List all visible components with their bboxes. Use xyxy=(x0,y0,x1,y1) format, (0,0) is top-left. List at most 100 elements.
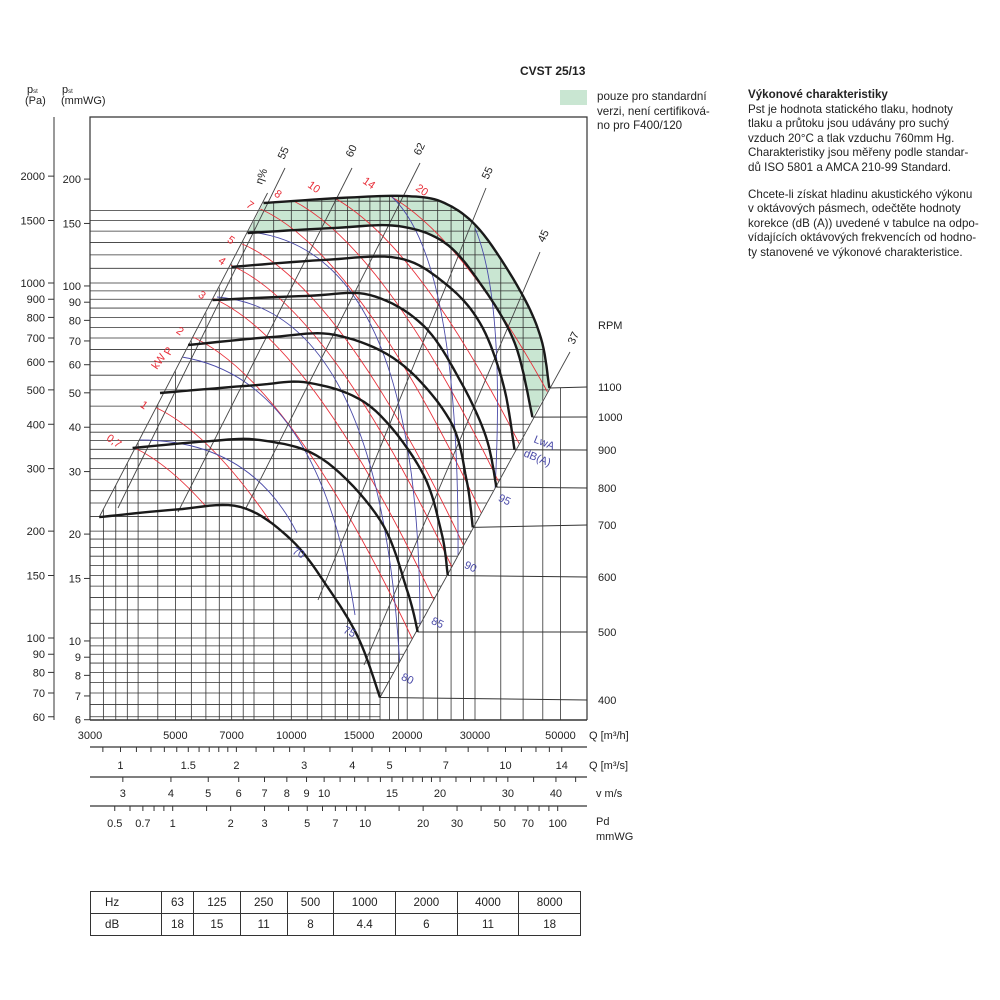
mmwg-tick-label: 90 xyxy=(69,297,81,309)
efficiency-label: η% xyxy=(254,167,271,186)
table-row-hz: Hz 63 125 250 500 1000 2000 4000 8000 xyxy=(90,891,581,914)
mmwg-tick-label: 60 xyxy=(69,360,81,372)
rpm-connector xyxy=(549,386,588,389)
power-line-label: 5 xyxy=(225,234,237,247)
x-tick-label: 10000 xyxy=(276,730,307,742)
pa-tick-label: 900 xyxy=(27,294,45,306)
mmwg-tick-label: 50 xyxy=(69,388,81,400)
secondary-axis-tick-label: 20 xyxy=(417,818,429,830)
secondary-axis-tick-label: 4 xyxy=(349,760,355,772)
table-cell: 4000 xyxy=(456,891,520,914)
description-line: ty stanovené ve výkonové charakteristice… xyxy=(748,245,963,259)
chart-title: CVST 25/13 xyxy=(520,64,586,78)
efficiency-line-label: 55 xyxy=(480,165,496,181)
fan-curve-1000-rpm xyxy=(247,223,534,418)
mmwg-tick-label: 100 xyxy=(63,281,81,293)
table-row-db: dB 18 15 11 8 4.4 6 11 18 xyxy=(90,913,581,936)
x-tick-label: 30000 xyxy=(460,730,491,742)
pa-tick-label: 1500 xyxy=(21,215,45,227)
secondary-axis-tick-label: 7 xyxy=(332,818,338,830)
table-cell: 4.4 xyxy=(333,913,397,936)
velocity-axis-label: v m/s xyxy=(596,788,623,800)
rpm-connector xyxy=(447,574,588,578)
table-cell: 250 xyxy=(239,891,288,914)
pa-tick-label: 80 xyxy=(33,667,45,679)
secondary-axis-tick-label: 6 xyxy=(236,788,242,800)
secondary-axis-tick-label: 1 xyxy=(117,760,123,772)
power-line-label: 8 xyxy=(272,188,284,201)
table-cell: 63 xyxy=(161,891,194,914)
secondary-axis-tick-label: 5 xyxy=(304,818,310,830)
power-line-label: 14 xyxy=(360,175,377,192)
mmwg-tick-label: 80 xyxy=(69,315,81,327)
power-line xyxy=(239,242,491,604)
table-cell: 18 xyxy=(518,913,581,936)
pa-tick-label: 600 xyxy=(27,357,45,369)
legend-line: verzi, není certifiková- xyxy=(597,104,710,118)
rpm-connector xyxy=(472,524,588,528)
secondary-axis-tick-label: 70 xyxy=(522,818,534,830)
sound-line xyxy=(391,196,459,563)
power-line xyxy=(227,263,479,625)
secondary-axis-tick-label: 2 xyxy=(228,818,234,830)
power-line-label: 4 xyxy=(216,255,228,268)
sound-line xyxy=(249,231,421,626)
description-line: tlaku a průtoku jsou udávány pro suchý xyxy=(748,117,950,131)
sound-line-label: 70 xyxy=(290,545,306,561)
power-line xyxy=(209,296,461,658)
pa-axis-label: pst xyxy=(27,84,38,96)
secondary-axis-tick-label: 2 xyxy=(233,760,239,772)
mmwg-tick-label: 7 xyxy=(75,691,81,703)
table-cell: 15 xyxy=(192,913,241,936)
sound-line-label: 85 xyxy=(429,615,445,631)
secondary-axis-tick-label: 9 xyxy=(303,788,309,800)
power-line-label: 3 xyxy=(196,289,208,302)
description-line: vzduch 20°C a tlak vzduchu 760mm Hg. xyxy=(748,131,955,145)
description-line: korekce (dB (A)) uvedené v tabulce na od… xyxy=(748,216,979,230)
pa-tick-label: 1000 xyxy=(21,278,45,290)
rpm-tick-label: 1100 xyxy=(598,382,622,394)
pa-tick-label: 100 xyxy=(27,633,45,645)
pd-axis-unit: mmWG xyxy=(596,831,633,843)
secondary-axis-tick-label: 15 xyxy=(386,788,398,800)
description-heading: Výkonové charakteristiky xyxy=(748,88,888,101)
secondary-axis-tick-label: 5 xyxy=(205,788,211,800)
shaded-region xyxy=(247,195,550,418)
legend-swatch xyxy=(560,90,587,105)
secondary-axis-tick-label: 40 xyxy=(550,788,562,800)
rpm-connector xyxy=(380,696,588,701)
fan-curve-500-rpm xyxy=(132,437,419,633)
efficiency-lines xyxy=(98,162,571,698)
efficiency-line-label: 62 xyxy=(412,141,428,157)
sound-lines xyxy=(139,196,498,669)
fan-curve-800-rpm xyxy=(212,291,498,488)
rpm-axis-label: RPM xyxy=(598,320,622,332)
secondary-axis-tick-label: 3 xyxy=(301,760,307,772)
secondary-axis-tick-label: 1 xyxy=(170,818,176,830)
description-line: Charakteristiky jsou měřeny podle standa… xyxy=(748,146,969,160)
table-cell: 2000 xyxy=(395,891,458,914)
secondary-axis-tick-label: 100 xyxy=(549,818,567,830)
pa-tick-label: 200 xyxy=(27,526,45,538)
x-tick-label: 50000 xyxy=(545,730,576,742)
rpm-connector xyxy=(496,486,588,489)
secondary-axis-tick-label: 0.5 xyxy=(107,818,122,830)
secondary-axis-tick-label: 1.5 xyxy=(181,760,196,772)
secondary-axis-tick-label: 3 xyxy=(120,788,126,800)
secondary-axis-tick-label: 7 xyxy=(261,788,267,800)
efficiency-line-label: 37 xyxy=(566,330,582,346)
pa-tick-label: 300 xyxy=(27,464,45,476)
power-line-label: 1 xyxy=(138,399,150,412)
secondary-axis-tick-label: 30 xyxy=(502,788,514,800)
fan-curve-400-rpm xyxy=(99,503,382,698)
mmwg-tick-label: 10 xyxy=(69,636,81,648)
sound-line-label: 75 xyxy=(341,624,357,640)
power-label-p: P xyxy=(162,345,176,357)
pa-tick-label: 500 xyxy=(27,385,45,397)
table-cell: dB xyxy=(90,913,162,936)
efficiency-line xyxy=(317,187,487,601)
mmwg-tick-label: 70 xyxy=(69,336,81,348)
envelope xyxy=(263,195,550,698)
